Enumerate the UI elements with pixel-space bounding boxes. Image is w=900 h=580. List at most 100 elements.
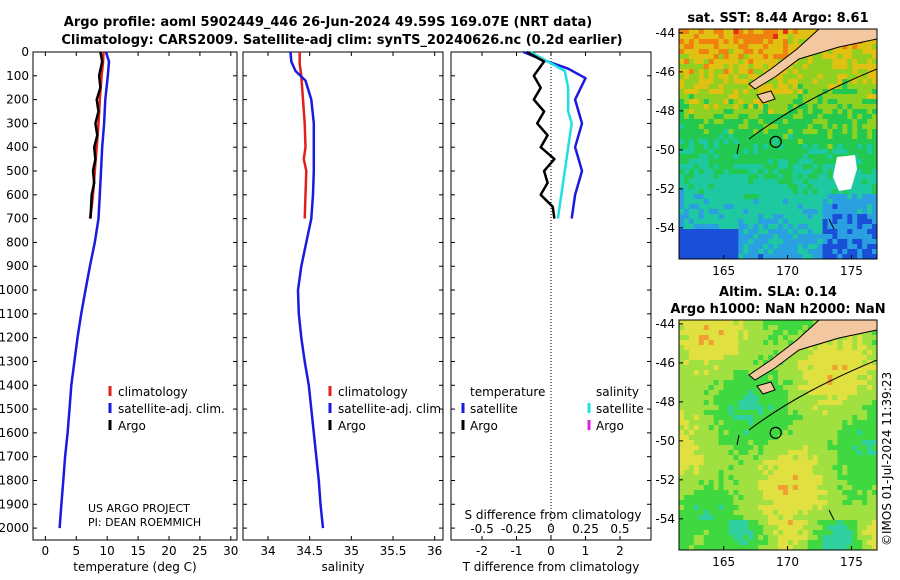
- map-cell: [758, 29, 764, 35]
- map-cell: [703, 159, 710, 165]
- map-cell: [748, 79, 754, 85]
- map-cell: [703, 84, 710, 90]
- map-cell: [797, 89, 804, 95]
- map-cell: [703, 39, 710, 45]
- map-cell: [679, 159, 685, 165]
- map-cell: [758, 350, 764, 356]
- map-cell: [822, 194, 828, 200]
- map-cell: [683, 495, 690, 501]
- map-cell: [773, 244, 779, 250]
- map-cell: [703, 119, 710, 125]
- map-cell: [683, 445, 690, 451]
- map-cell: [842, 510, 848, 516]
- map-cell: [698, 159, 705, 165]
- map-cell: [703, 400, 710, 406]
- map-cell: [708, 350, 715, 356]
- map-cell: [703, 325, 710, 331]
- map-cell: [708, 400, 715, 406]
- map-cell: [763, 445, 769, 451]
- map-cell: [688, 179, 695, 185]
- map-cell: [807, 139, 814, 145]
- map-cell: [703, 500, 710, 506]
- map-cell: [822, 545, 828, 550]
- map-cell: [743, 410, 749, 416]
- map-cell: [787, 44, 794, 50]
- map-cell: [812, 219, 818, 225]
- map-cell: [832, 209, 838, 215]
- map-cell: [792, 435, 799, 441]
- legend-label: Argo: [118, 419, 146, 433]
- map-cell: [872, 435, 877, 441]
- map-cell: [867, 179, 873, 185]
- map-cell: [842, 515, 848, 521]
- map-cell: [743, 69, 749, 75]
- map-cell: [713, 455, 719, 461]
- map-cell: [728, 420, 734, 426]
- map-cell: [733, 214, 739, 220]
- map-cell: [812, 500, 818, 506]
- map-cell: [768, 64, 774, 70]
- map-cell: [787, 104, 794, 110]
- map-cell: [679, 199, 685, 205]
- map-cell: [763, 320, 769, 326]
- map-cell: [698, 169, 705, 175]
- map-cell: [822, 124, 828, 130]
- map-cell: [782, 129, 789, 135]
- map-cell: [708, 139, 715, 145]
- map-cell: [807, 465, 814, 471]
- map-cell: [782, 179, 789, 185]
- map-cell: [857, 239, 863, 245]
- map-cell: [817, 194, 823, 200]
- map-cell: [708, 335, 715, 341]
- map-cell: [797, 375, 804, 381]
- map-cell: [847, 370, 853, 376]
- map-cell: [713, 505, 719, 511]
- map-cell: [718, 430, 724, 436]
- map-cell: [679, 440, 685, 446]
- map-cell: [792, 335, 799, 341]
- map-cell: [708, 480, 715, 486]
- map-cell: [708, 49, 715, 55]
- map-cell: [807, 244, 814, 250]
- map-cell: [768, 149, 774, 155]
- map-cell: [797, 405, 804, 411]
- map-cell: [778, 450, 784, 456]
- map-cell: [743, 510, 749, 516]
- map-cell: [748, 239, 754, 245]
- map-cell: [822, 199, 828, 205]
- map-cell: [837, 244, 843, 250]
- map-cell: [763, 149, 769, 155]
- map-cell: [807, 345, 814, 351]
- map-cell: [847, 460, 853, 466]
- map-cell: [807, 194, 814, 200]
- map-cell: [837, 139, 843, 145]
- map-cell: [778, 515, 784, 521]
- map-cell: [872, 395, 877, 401]
- map-cell: [713, 445, 719, 451]
- map-cell: [827, 254, 833, 259]
- map-cell: [703, 430, 710, 436]
- map-cell: [817, 99, 823, 105]
- map-cell: [852, 139, 858, 145]
- map-cell: [778, 169, 784, 175]
- map-cell: [748, 490, 754, 496]
- map-cell: [768, 179, 774, 185]
- map-cell: [748, 29, 754, 35]
- lon-tick-label: 165: [712, 555, 735, 569]
- map-cell: [773, 330, 779, 336]
- map-cell: [787, 219, 794, 225]
- map-cell: [708, 254, 715, 259]
- map-cell: [688, 214, 695, 220]
- map-cell: [723, 114, 729, 120]
- map-cell: [718, 420, 724, 426]
- map-cell: [723, 254, 729, 259]
- map-cell: [723, 465, 729, 471]
- map-cell: [703, 244, 710, 250]
- map-cell: [842, 345, 848, 351]
- map-cell: [817, 54, 823, 60]
- map-cell: [688, 49, 695, 55]
- map-cell: [792, 29, 799, 35]
- map-cell: [782, 189, 789, 195]
- map-cell: [867, 194, 873, 200]
- map-cell: [787, 425, 794, 431]
